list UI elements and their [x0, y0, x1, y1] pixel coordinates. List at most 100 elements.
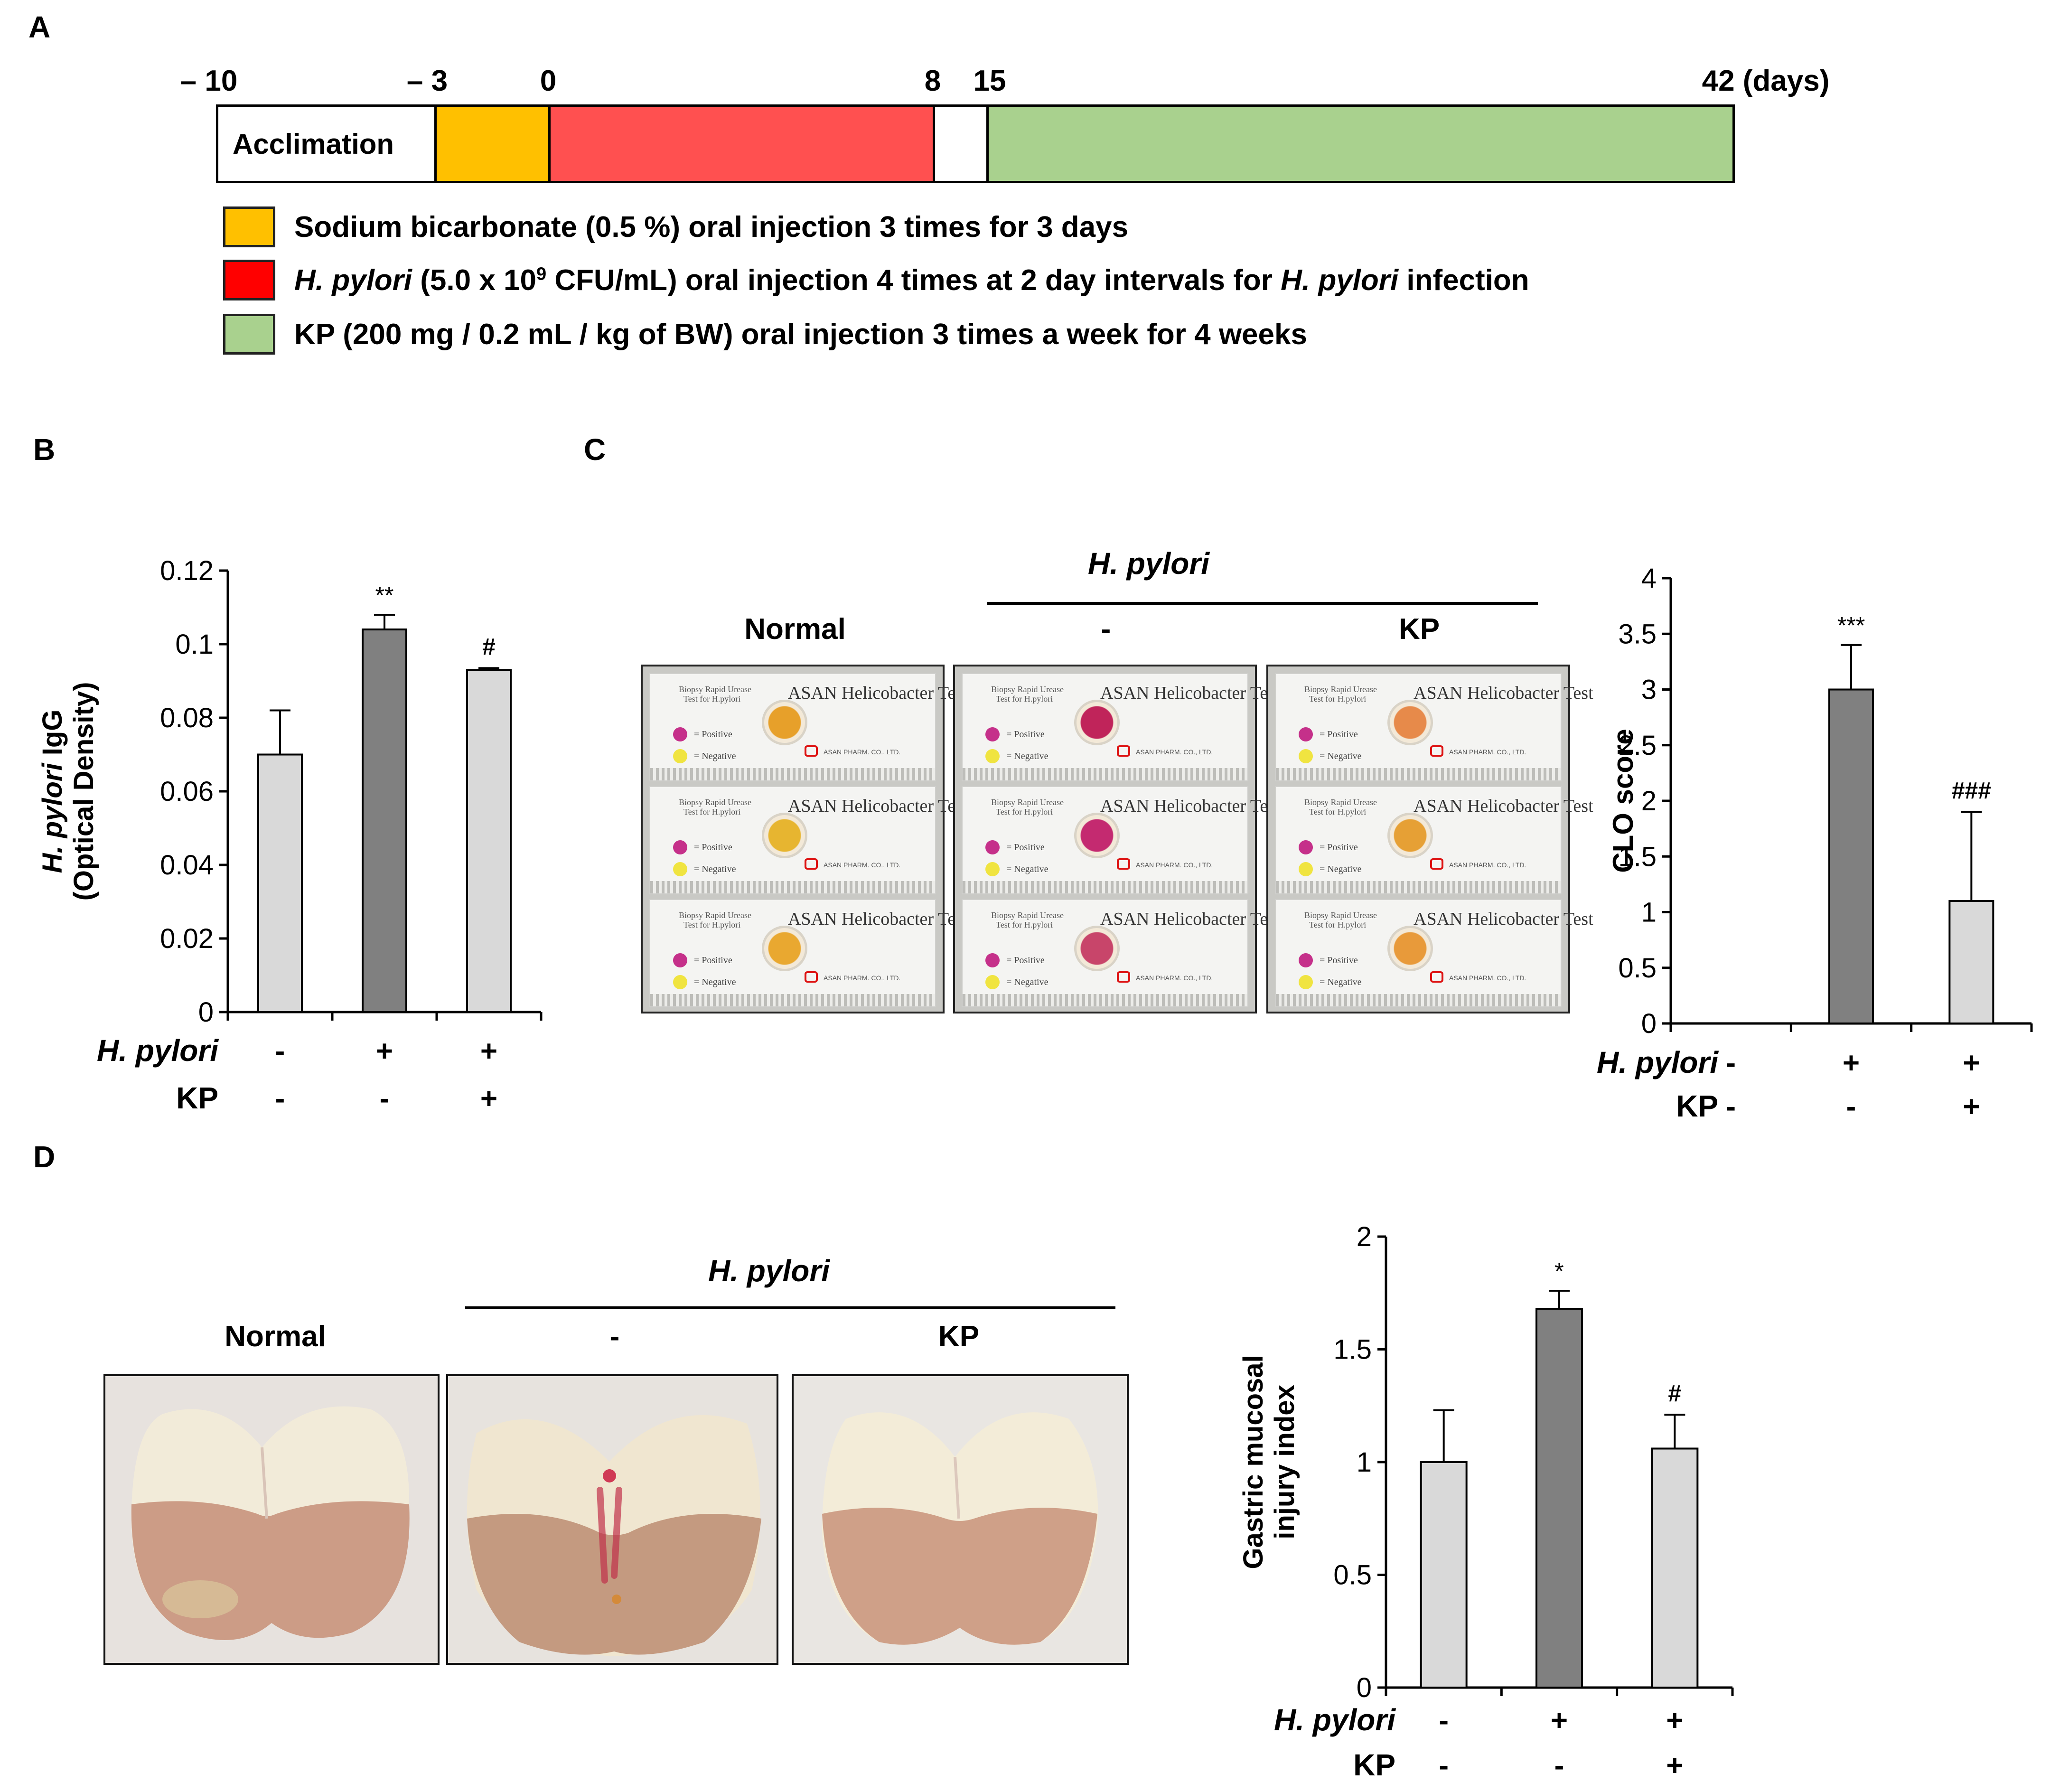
kit-subtitle: Biopsy Rapid Urease [991, 910, 1064, 920]
kit-ribs [1276, 768, 1561, 780]
kit-subtitle: Biopsy Rapid Urease [1304, 910, 1377, 920]
legend-text-kp: KP (200 mg / 0.2 mL / kg of BW) oral inj… [294, 318, 1307, 351]
kit-ribs [1276, 994, 1561, 1006]
kit-subtitle-2: Test for H.pylori [1309, 807, 1367, 816]
kit-negative-label: = Negative [1320, 864, 1362, 874]
legend-text-sodium: Sodium bicarbonate (0.5 %) oral injectio… [294, 210, 1129, 244]
kit-logo-icon [805, 971, 818, 983]
kit-positive-label: = Positive [1320, 729, 1358, 740]
bar-2 [1948, 900, 1994, 1024]
kit-company: ASAN PHARM. CO., LTD. [824, 861, 901, 869]
group-row1-value-0: - [1726, 1047, 1736, 1079]
group-row1-value-2: + [480, 1035, 497, 1068]
group-row2-value-2: + [1963, 1090, 1980, 1123]
kit-negative-label: = Negative [1006, 977, 1049, 987]
kit-ribs [1276, 881, 1561, 893]
y-tick-label: 1.5 [1333, 1334, 1372, 1365]
kit-positive-label: = Positive [1320, 842, 1358, 853]
panel-label-c: C [584, 432, 606, 467]
group-row1-value-1: + [376, 1035, 393, 1068]
legend-swatch-yellow [223, 206, 275, 247]
kit-subtitle: Biopsy Rapid Urease [1304, 797, 1377, 807]
kit-positive-label: = Positive [1006, 955, 1045, 966]
kit-logo-icon [1430, 745, 1443, 757]
kit-subtitle-2: Test for H.pylori [996, 694, 1053, 704]
panel-label-a: A [28, 10, 51, 44]
plates-hpylori-header: H. pylori [1087, 546, 1210, 581]
plates-header-line [987, 602, 1538, 605]
positive-dot [985, 953, 1000, 967]
significance-2: # [1668, 1380, 1681, 1407]
clo-test-kit: Biopsy Rapid Urease Test for H.pylori ASAN… [649, 673, 968, 781]
negative-dot [985, 862, 1000, 876]
timeline-segment-4 [986, 104, 1735, 183]
kit-title: ASAN Helicobacter Test [788, 683, 968, 703]
kit-subtitle: Biopsy Rapid Urease [679, 797, 751, 807]
kit-logo-icon [1117, 858, 1130, 870]
y-tick-label: 0 [1641, 1008, 1657, 1039]
kit-negative-label: = Negative [694, 977, 736, 987]
stomach-label-normal: Normal [225, 1320, 326, 1353]
kit-positive-label: = Positive [1006, 842, 1045, 853]
urease-well [1074, 700, 1120, 745]
urease-well [1387, 926, 1433, 971]
group-row2-label: KP [176, 1081, 218, 1115]
plate-label-minus: - [1101, 613, 1111, 646]
kit-company: ASAN PHARM. CO., LTD. [1449, 861, 1526, 869]
kit-subtitle-2: Test for H.pylori [996, 920, 1053, 929]
positive-dot [673, 727, 687, 741]
kit-company: ASAN PHARM. CO., LTD. [1449, 748, 1526, 756]
kit-subtitle-2: Test for H.pylori [683, 920, 741, 929]
group-row2-value-0: - [1439, 1749, 1449, 1782]
group-row1-label: H. pylori [1597, 1045, 1719, 1079]
timeline-segment-1 [434, 104, 551, 183]
kit-negative-label: = Negative [694, 864, 736, 874]
group-row1-value-1: + [1551, 1704, 1568, 1737]
kit-positive-label: = Positive [1006, 729, 1045, 740]
positive-dot [1299, 727, 1313, 741]
kit-logo-icon [805, 745, 818, 757]
timeline-tick-2: 0 [540, 65, 557, 97]
group-row1-value-2: + [1963, 1047, 1980, 1079]
positive-dot [1299, 953, 1313, 967]
group-row1-value-0: - [1439, 1704, 1449, 1737]
plate-label-normal: Normal [744, 613, 846, 646]
kit-subtitle: Biopsy Rapid Urease [679, 910, 751, 920]
legend-sodium-bicarbonate: Sodium bicarbonate (0.5 %) oral injectio… [223, 204, 1128, 250]
kit-ribs [963, 768, 1247, 780]
timeline-tick-1: – 3 [406, 65, 448, 97]
group-row1-value-0: - [275, 1035, 285, 1068]
kit-positive-label: = Positive [1320, 955, 1358, 966]
clo-test-kit: Biopsy Rapid Urease Test for H.pylori ASAN… [962, 786, 1280, 894]
legend-kp-treatment: KP (200 mg / 0.2 mL / kg of BW) oral inj… [223, 311, 1307, 357]
legend-text-hpylori: H. pylori (5.0 x 109 CFU/mL) oral inject… [294, 263, 1529, 297]
kit-negative-label: = Negative [1006, 751, 1049, 761]
plate-label-kp: KP [1398, 613, 1440, 646]
y-tick-label: 0.5 [1618, 953, 1657, 984]
y-axis-label: CLO score [1607, 729, 1639, 873]
kit-logo-icon [1430, 971, 1443, 983]
kit-logo-icon [805, 858, 818, 870]
urease-well [762, 700, 807, 745]
timeline-segment-2 [548, 104, 935, 183]
clo-plate-kp: Biopsy Rapid Urease Test for H.pylori ASAN… [1266, 665, 1593, 1013]
group-row1-value-2: + [1666, 1704, 1683, 1737]
significance-1: * [1554, 1258, 1563, 1285]
stomach-photo-kp [792, 1374, 1129, 1665]
negative-dot [985, 975, 1000, 989]
chart-c-clo-score: 0 0.5 1 1.5 2 2.5 3 3.5 4 - - *** + - ### + + H. pylori KP… [1597, 563, 2033, 1123]
group-row2-value-0: - [1726, 1090, 1736, 1123]
kit-ribs [963, 881, 1247, 893]
stomach-hpylori-header: H. pylori [708, 1254, 830, 1288]
urease-well [1074, 926, 1120, 971]
panel-label-d: D [33, 1140, 56, 1174]
y-tick-label: 1 [1641, 897, 1657, 928]
clo-test-kit: Biopsy Rapid Urease Test for H.pylori ASAN… [649, 899, 968, 1007]
kit-ribs [650, 768, 935, 780]
kit-logo-icon [1117, 971, 1130, 983]
group-row1-label: H. pylori [1274, 1703, 1396, 1737]
clo-plate-normal: Biopsy Rapid Urease Test for H.pylori ASAN… [641, 665, 968, 1013]
timeline-tick-5: 42 (days) [1702, 65, 1830, 97]
group-row1-label: H. pylori [97, 1033, 219, 1068]
kit-subtitle-2: Test for H.pylori [683, 807, 741, 816]
